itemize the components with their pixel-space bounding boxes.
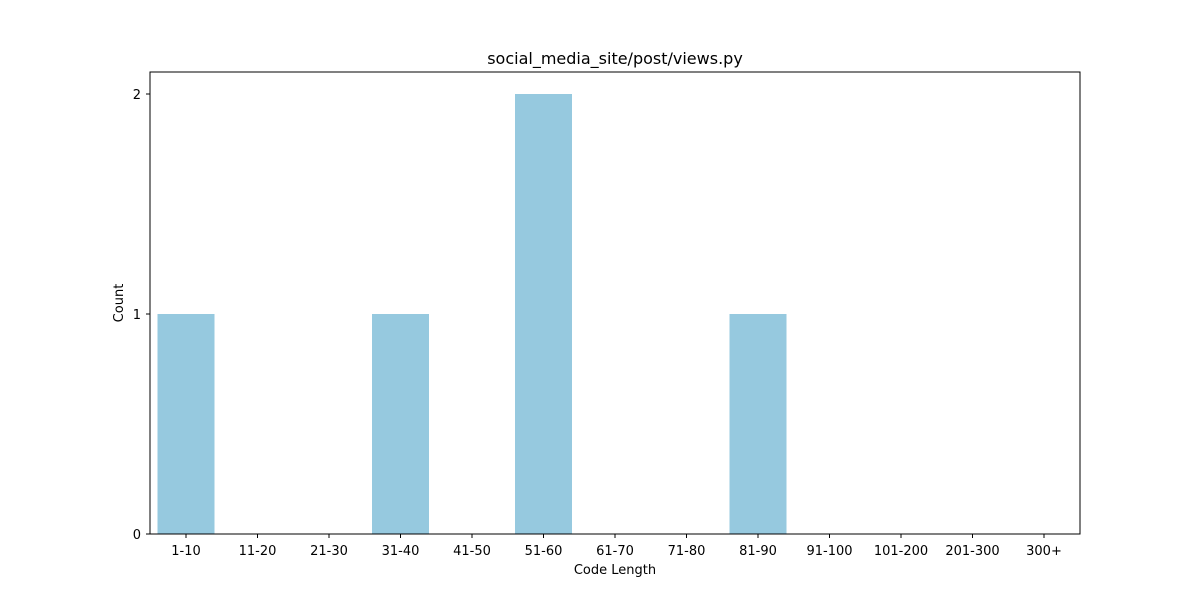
x-tick-label: 51-60	[525, 544, 563, 559]
x-axis-label: Code Length	[574, 563, 656, 578]
bar-51-60	[515, 94, 572, 534]
x-tick-label: 31-40	[382, 544, 420, 559]
bars-layer	[157, 94, 787, 534]
y-tick-label: 2	[133, 88, 141, 103]
x-tick-label: 300+	[1026, 544, 1062, 559]
bar-1-10	[157, 314, 215, 534]
x-tick-label: 101-200	[874, 544, 928, 559]
bar-81-90	[729, 314, 787, 534]
x-tick-label: 11-20	[239, 544, 277, 559]
x-tick-label: 81-90	[739, 544, 777, 559]
bar-31-40	[372, 314, 429, 534]
x-tick-label: 21-30	[310, 544, 348, 559]
x-tick-label: 1-10	[171, 544, 201, 559]
y-tick-label: 0	[133, 528, 141, 543]
x-tick-label: 41-50	[453, 544, 491, 559]
y-tick-label: 1	[133, 308, 141, 323]
x-tick-label: 201-300	[945, 544, 999, 559]
x-tick-label: 91-100	[806, 544, 852, 559]
chart-title: social_media_site/post/views.py	[487, 49, 743, 69]
x-axis-ticks: 1-10 11-20 21-30 31-40 41-50 51-60 61-70 71-80 8…	[171, 534, 1062, 559]
x-tick-label: 61-70	[596, 544, 634, 559]
y-axis-ticks: 0 1 2	[133, 88, 150, 543]
plot-frame	[149, 71, 1081, 535]
y-axis-label: Count	[112, 284, 127, 323]
x-tick-label: 71-80	[668, 544, 706, 559]
